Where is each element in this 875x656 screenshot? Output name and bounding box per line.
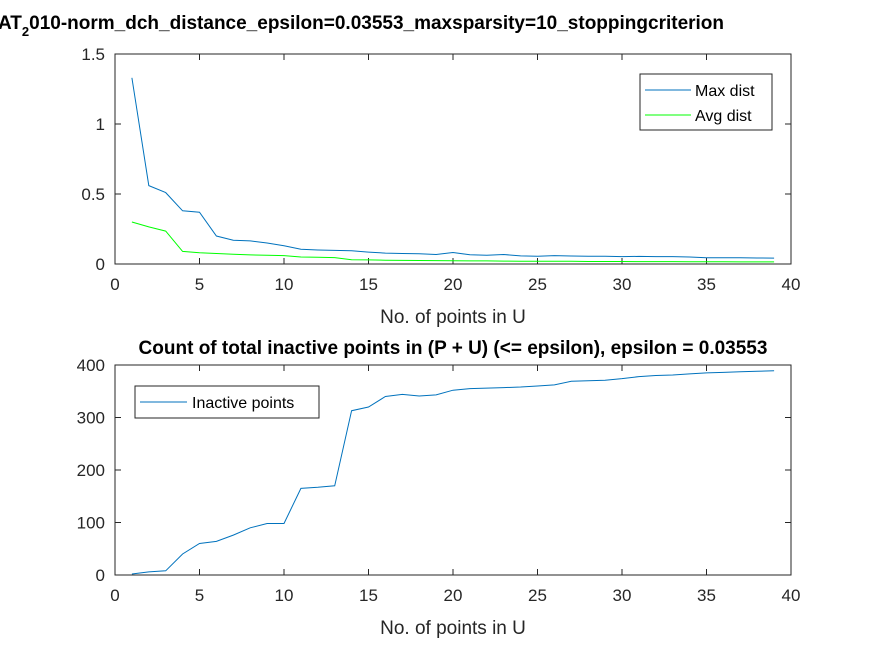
series-line-inactive-points bbox=[131, 370, 775, 575]
y-tick-label: 200 bbox=[77, 461, 105, 480]
y-tick-label: 1 bbox=[96, 115, 105, 134]
x-tick-label: 20 bbox=[444, 586, 463, 605]
x-tick-label: 10 bbox=[275, 275, 294, 294]
x-tick-label: 5 bbox=[195, 275, 204, 294]
y-tick-label: 0 bbox=[96, 566, 105, 585]
bottom-chart-title: Count of total inactive points in (P + U… bbox=[139, 338, 768, 359]
x-tick-label: 30 bbox=[613, 586, 632, 605]
title-part-b: 010-norm_dch_distance_epsilon=0.03553_ma… bbox=[29, 13, 724, 34]
top-chart-title: AT2010-norm_dch_distance_epsilon=0.03553… bbox=[0, 13, 724, 39]
max-avg-distance-axes: 0 5 10 15 20 25 30 35 40 0 0.5 1 1.5 No. of points i… bbox=[81, 45, 800, 328]
series-lines bbox=[131, 77, 775, 263]
legend: Max dist Avg dist bbox=[639, 73, 773, 131]
x-tick-label: 5 bbox=[195, 586, 204, 605]
legend-label-max-dist: Max dist bbox=[695, 83, 755, 100]
title-sub2: 2 bbox=[22, 24, 29, 39]
x-tick-label: 0 bbox=[110, 275, 119, 294]
y-tick-label: 1.5 bbox=[81, 45, 105, 64]
series-lines bbox=[131, 370, 775, 575]
x-tick-label: 25 bbox=[528, 275, 547, 294]
x-tick-label: 40 bbox=[782, 275, 801, 294]
legend-label-inactive-points: Inactive points bbox=[192, 395, 294, 412]
x-tick-label: 20 bbox=[444, 275, 463, 294]
series-line-max-dist bbox=[131, 77, 775, 259]
x-tick-label: 15 bbox=[359, 586, 378, 605]
x-tick-label: 35 bbox=[697, 586, 716, 605]
y-tick-label: 400 bbox=[77, 356, 105, 375]
axis-ticks: 0 5 10 15 20 25 30 35 40 0 0.5 1 1.5 bbox=[81, 45, 800, 294]
y-tick-label: 0 bbox=[96, 255, 105, 274]
y-tick-label: 300 bbox=[77, 409, 105, 428]
y-tick-label: 0.5 bbox=[81, 185, 105, 204]
x-tick-label: 30 bbox=[613, 275, 632, 294]
x-tick-label: 35 bbox=[697, 275, 716, 294]
y-tick-label: 100 bbox=[77, 514, 105, 533]
series-line-avg-dist bbox=[131, 221, 775, 263]
title-part-a: AT bbox=[0, 13, 22, 34]
legend-label-avg-dist: Avg dist bbox=[695, 108, 752, 125]
x-tick-label: 25 bbox=[528, 586, 547, 605]
x-axis-label: No. of points in U bbox=[380, 307, 526, 328]
x-tick-label: 40 bbox=[782, 586, 801, 605]
x-tick-label: 10 bbox=[275, 586, 294, 605]
x-tick-label: 0 bbox=[110, 586, 119, 605]
legend-box bbox=[639, 73, 773, 131]
x-axis-label: No. of points in U bbox=[380, 618, 526, 639]
x-tick-label: 15 bbox=[359, 275, 378, 294]
legend: Inactive points bbox=[134, 385, 320, 419]
